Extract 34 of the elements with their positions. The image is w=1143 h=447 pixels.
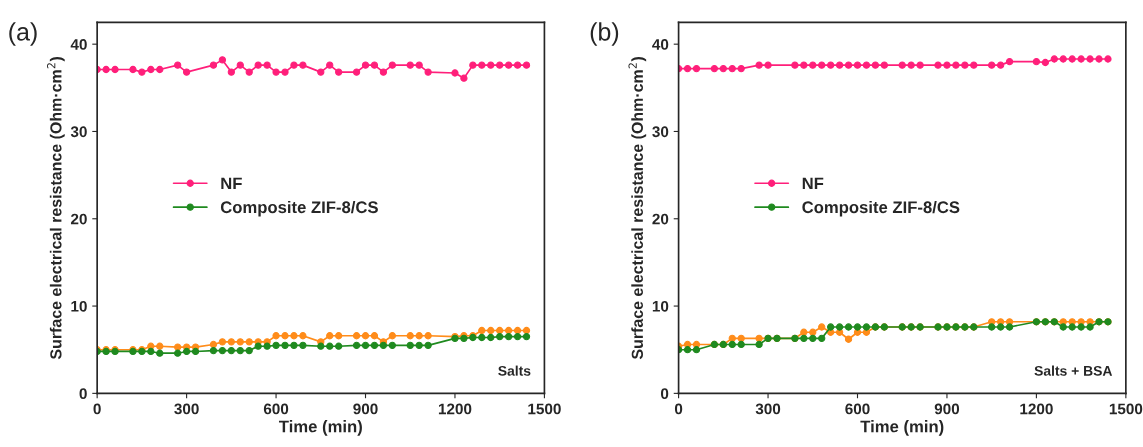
x-tick-label: 600 [845, 403, 870, 415]
legend-label: NF [221, 177, 242, 190]
y-tick-label: 10 [652, 300, 669, 312]
x-tick-label: 600 [263, 403, 289, 415]
y-tick-label: 20 [70, 213, 87, 225]
x-tick-label: 1500 [528, 403, 561, 415]
x-axis-title: Time (min) [860, 420, 944, 436]
x-tick-label: 1500 [1109, 403, 1143, 415]
legend-label: NF [802, 177, 824, 190]
y-tick-label: 0 [79, 388, 87, 400]
y-tick-label: 10 [71, 300, 87, 312]
annotation: Salts + BSA [1034, 365, 1113, 376]
x-tick-label: 900 [934, 403, 960, 415]
y-tick-label: 40 [652, 39, 669, 50]
x-tick-label: 1200 [1020, 403, 1053, 415]
annotation: Salts [498, 365, 531, 376]
x-axis-title: Time (min) [278, 420, 362, 436]
x-tick-label: 300 [755, 403, 781, 415]
y-tick-label: 40 [70, 39, 87, 50]
legend-label: Composite ZIF-8/CS [802, 200, 960, 217]
x-tick-label: 300 [174, 403, 199, 415]
y-tick-label: 0 [660, 388, 669, 400]
y-axis-title: Surface electrical resistance (Ohm·cm$^{2}$) [628, 57, 647, 360]
x-tick-label: 0 [674, 403, 683, 415]
chart-title: (b) [590, 22, 619, 46]
x-tick-label: 1200 [438, 403, 472, 415]
y-axis-title: Surface electrical resistance (Ohm·cm$^{2}$) [47, 57, 65, 360]
legend-label: Composite ZIF-8/CS [220, 200, 378, 217]
x-tick-label: 0 [93, 403, 101, 415]
y-tick-label: 30 [70, 126, 87, 138]
chart-title: (a) [9, 22, 37, 46]
y-tick-label: 20 [652, 213, 669, 225]
x-tick-label: 900 [353, 403, 378, 415]
y-tick-label: 30 [652, 126, 669, 138]
